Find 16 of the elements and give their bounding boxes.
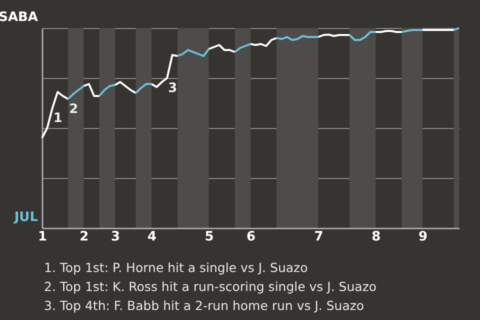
x-tick-label: 4 — [147, 230, 156, 244]
annotation: 2 — [69, 102, 78, 117]
annotation: 1 — [53, 111, 62, 126]
x-tick-label: 5 — [204, 230, 214, 244]
x-tick-label: 1 — [38, 230, 48, 244]
x-tick-label: 8 — [372, 230, 381, 244]
x-tick-label: 6 — [246, 230, 256, 244]
x-tick-label: 9 — [418, 230, 428, 244]
text: JUL — [13, 210, 38, 225]
x-tick-label: 7 — [314, 230, 324, 244]
annotation: 3 — [168, 81, 178, 96]
text: 3. Top 4th: F. Babb hit a 2-run home run vs J. Suazo — [44, 298, 364, 313]
text: 2. Top 1st: K. Ross hit a run-scoring single vs J. Suazo — [44, 279, 377, 294]
x-tick-label: 2 — [80, 230, 89, 244]
x-tick-label: 3 — [110, 230, 120, 244]
text: 1. Top 1st: P. Horne hit a single vs J. Suazo — [44, 260, 308, 275]
